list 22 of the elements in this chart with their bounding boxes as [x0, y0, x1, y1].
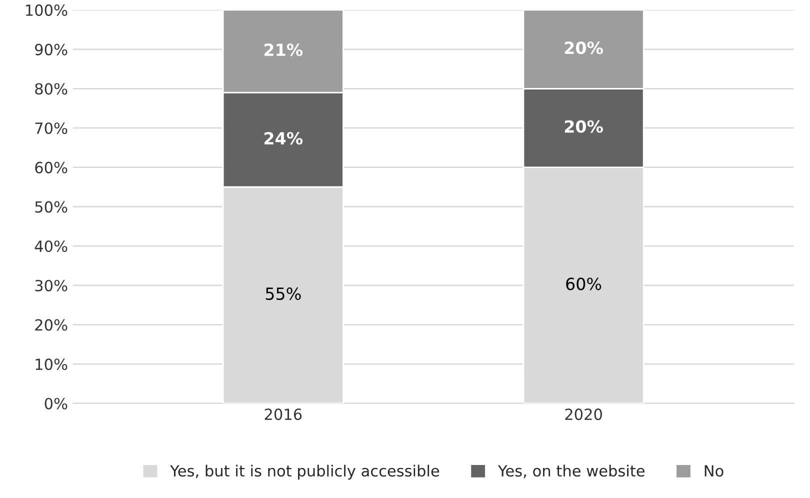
y-tick-label: 80% — [35, 83, 68, 95]
y-tick-label: 40% — [34, 240, 68, 252]
y-tick-label: 20% — [35, 319, 68, 331]
data-label: 20% — [564, 42, 603, 54]
y-tick-label: 0% — [44, 398, 68, 410]
legend-label: Yes, on the website — [498, 464, 644, 478]
y-tick-label: 90% — [35, 44, 68, 56]
y-tick-label: 100% — [26, 4, 68, 16]
data-label: 20% — [564, 120, 603, 133]
y-tick-label: 50% — [35, 201, 68, 213]
legend-label: Yes, but it is not publicly accessible — [170, 464, 440, 480]
data-label: 60% — [566, 278, 602, 290]
data-label: 24% — [264, 132, 303, 145]
data-label: 55% — [266, 287, 301, 300]
y-tick-label: 30% — [35, 280, 68, 292]
legend-label: No — [704, 465, 724, 477]
x-tick-label: 2016 — [264, 408, 302, 420]
data-label: 21% — [264, 44, 303, 56]
y-tick-label: 10% — [36, 358, 68, 370]
y-tick-label: 60% — [35, 162, 68, 174]
y-tick-label: 70% — [35, 122, 68, 134]
x-tick-label: 2020 — [565, 408, 602, 420]
